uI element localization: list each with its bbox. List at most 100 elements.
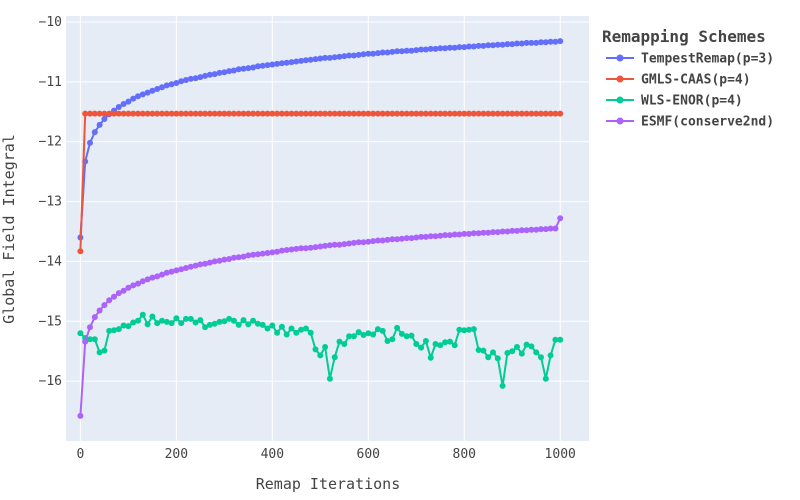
data-point <box>341 53 348 60</box>
data-point <box>288 246 295 253</box>
data-point <box>115 326 122 333</box>
data-point <box>341 341 348 347</box>
data-point <box>533 226 540 233</box>
data-point <box>216 318 223 325</box>
data-point <box>259 62 266 69</box>
data-point <box>173 315 180 322</box>
legend-item[interactable]: TempestRemap(p=3) <box>606 52 774 67</box>
data-point <box>413 47 420 54</box>
data-point <box>149 274 156 281</box>
y-tick-label: −12 <box>39 135 62 150</box>
data-point <box>350 333 357 340</box>
data-point <box>437 45 444 52</box>
data-point <box>446 110 453 117</box>
data-point <box>451 342 458 349</box>
data-point <box>298 110 305 117</box>
data-point <box>211 71 218 78</box>
data-point <box>485 42 492 49</box>
data-point <box>504 228 511 235</box>
data-point <box>355 51 362 58</box>
y-tick-label: −14 <box>39 254 63 269</box>
data-point <box>216 69 223 76</box>
data-point <box>360 332 367 338</box>
data-point <box>91 314 98 321</box>
data-point <box>144 321 151 328</box>
data-point <box>403 110 410 117</box>
data-point <box>135 110 141 117</box>
data-point <box>413 234 420 241</box>
data-point <box>475 347 482 353</box>
data-point <box>264 325 271 332</box>
data-point <box>557 336 564 343</box>
series-4 <box>77 215 564 419</box>
data-point <box>183 315 189 322</box>
data-point <box>394 48 401 55</box>
data-point <box>288 59 295 66</box>
data-point <box>96 110 103 117</box>
data-point <box>557 215 564 222</box>
data-point <box>437 342 444 349</box>
data-point <box>422 46 429 53</box>
data-point <box>293 245 300 252</box>
data-point <box>312 346 319 353</box>
data-point <box>509 227 516 234</box>
data-point <box>490 110 496 117</box>
data-point <box>326 54 333 61</box>
data-point <box>432 45 439 52</box>
legend-item[interactable]: GMLS-CAAS(p=4) <box>606 73 751 88</box>
data-point <box>528 39 535 46</box>
data-point <box>384 49 391 56</box>
data-point <box>240 317 247 324</box>
legend-swatch-marker <box>616 96 624 104</box>
data-point <box>518 227 525 234</box>
data-point <box>125 284 132 291</box>
data-point <box>341 241 348 248</box>
data-point <box>173 267 180 274</box>
x-tick-label: 600 <box>357 447 380 462</box>
data-point <box>278 110 285 117</box>
data-point <box>523 110 530 117</box>
data-point <box>427 110 434 117</box>
data-point <box>283 59 290 66</box>
data-point <box>413 341 420 347</box>
data-point <box>547 110 554 117</box>
data-point <box>230 110 237 117</box>
data-point <box>307 110 314 117</box>
data-point <box>514 344 520 350</box>
data-point <box>245 110 252 117</box>
data-point <box>183 77 189 83</box>
legend-item[interactable]: ESMF(conserve2nd) <box>606 115 774 130</box>
data-point <box>374 50 381 57</box>
data-point <box>499 110 506 117</box>
data-point <box>490 229 496 236</box>
data-point <box>312 56 319 63</box>
data-point <box>269 110 276 117</box>
data-point <box>403 235 410 242</box>
data-point <box>235 110 242 117</box>
data-point <box>317 243 324 250</box>
data-point <box>187 110 194 117</box>
data-point <box>379 49 386 56</box>
data-point <box>115 104 122 110</box>
tick-labels: 0 200 400 600 800 1000 −10 −11 −12 −13 −14 −15 −16 <box>39 15 576 462</box>
data-point <box>235 66 242 73</box>
data-point <box>226 68 233 75</box>
data-point <box>461 327 468 334</box>
legend-item[interactable]: WLS-ENOR(p=4) <box>606 94 743 109</box>
data-point <box>427 233 434 240</box>
data-point <box>346 110 353 117</box>
data-point <box>269 322 276 329</box>
plot-area <box>66 16 589 441</box>
data-point <box>408 47 415 54</box>
data-point <box>154 320 161 327</box>
data-point <box>422 338 429 344</box>
data-point <box>389 236 396 243</box>
data-point <box>398 330 405 337</box>
data-point <box>240 65 247 72</box>
data-point <box>317 110 324 117</box>
legend-label: ESMF(conserve2nd) <box>641 115 774 130</box>
data-point <box>274 60 281 67</box>
data-point <box>197 74 204 81</box>
data-point <box>374 237 381 244</box>
data-point <box>144 110 151 117</box>
